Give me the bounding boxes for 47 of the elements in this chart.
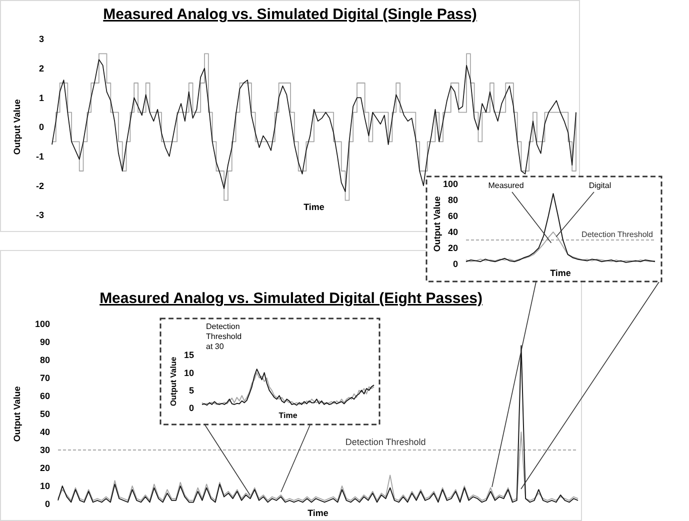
y-tick-label: 0	[44, 499, 50, 510]
y-tick-label: 15	[184, 350, 194, 360]
y-tick-label: 80	[40, 355, 50, 366]
line-series	[58, 432, 578, 501]
ref-line-label: Detection Threshold	[582, 230, 653, 239]
line-series	[58, 345, 578, 503]
text: Measured	[488, 181, 524, 190]
y-tick-label: 70	[40, 373, 50, 384]
y-tick-label: 3	[38, 34, 44, 44]
y-tick-label: 0	[452, 259, 458, 270]
y-tick-label: 20	[448, 243, 458, 254]
annotation: Detection Threshold at 30	[206, 322, 242, 351]
x-axis-title: Time	[304, 202, 324, 212]
x-axis-title: Time	[278, 411, 298, 420]
y-tick-label: 30	[40, 445, 50, 456]
chart-title: Measured Analog vs. Simulated Digital (Single Pass)	[103, 6, 477, 23]
y-tick-label: 40	[40, 427, 50, 438]
y-tick-label: 60	[448, 211, 458, 222]
y-tick-label: 20	[40, 463, 50, 474]
y-tick-label: 100	[34, 319, 50, 330]
y-tick-label: 5	[188, 385, 194, 396]
y-tick-label: 1	[38, 92, 44, 103]
x-axis-title: Time	[550, 268, 571, 278]
y-tick-label: -2	[36, 180, 44, 191]
y-tick-label: -3	[36, 210, 44, 220]
x-axis-title: Time	[308, 508, 328, 518]
y-tick-label: 90	[40, 337, 50, 348]
y-axis-title: Output Value	[169, 356, 178, 406]
y-tick-label: 60	[40, 391, 50, 402]
y-axis-title: Output Value	[432, 196, 442, 252]
y-tick-label: 2	[38, 63, 44, 74]
y-axis-title: Output Value	[12, 99, 22, 155]
y-tick-label: 80	[448, 195, 458, 206]
y-tick-label: 0	[38, 122, 44, 132]
chart-title: Measured Analog vs. Simulated Digital (Eight Passes)	[100, 290, 482, 307]
y-tick-label: 50	[40, 409, 50, 420]
y-tick-label: 10	[40, 481, 50, 492]
ref-line-label: Detection Threshold	[345, 437, 426, 447]
y-axis-title: Output Value	[12, 386, 22, 442]
text: Digital	[588, 181, 612, 190]
y-tick-label: 0	[188, 403, 194, 414]
y-tick-label: -1	[36, 151, 44, 162]
y-tick-label: 40	[448, 227, 458, 238]
line-series	[466, 232, 656, 262]
y-tick-label: 10	[184, 368, 194, 378]
y-tick-label: 100	[442, 179, 458, 190]
line-series	[466, 193, 656, 263]
